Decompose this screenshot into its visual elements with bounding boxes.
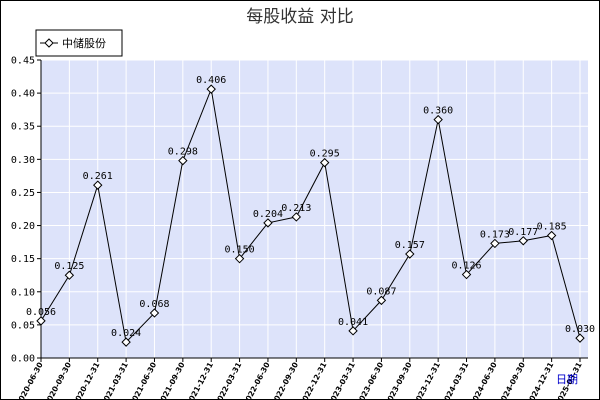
x-tick-label: 2022-12-31: [298, 361, 328, 400]
data-label: 0.024: [111, 328, 141, 339]
x-tick-label: 2024-12-31: [525, 361, 555, 400]
x-tick-label: 2022-09-30: [270, 361, 300, 400]
x-tick-label: 2023-06-30: [355, 361, 385, 400]
data-label: 0.056: [26, 307, 56, 318]
y-tick-label: 0.35: [11, 122, 35, 133]
y-tick-label: 0.10: [11, 287, 35, 298]
data-label: 0.295: [310, 149, 340, 160]
y-tick-label: 0.45: [11, 56, 35, 67]
x-tick-label: 2023-03-31: [326, 361, 356, 400]
data-point-marker: [178, 155, 188, 166]
plot-background: [41, 60, 588, 358]
data-point-marker: [490, 238, 500, 249]
y-tick-label: 0.40: [11, 89, 35, 100]
data-point-marker: [93, 180, 103, 190]
x-tick-label: 2024-03-31: [440, 361, 470, 400]
series-line: [40, 87, 581, 344]
data-point-marker: [234, 253, 245, 264]
data-label: 0.150: [225, 245, 255, 256]
data-point-marker: [149, 308, 160, 318]
data-label: 0.185: [537, 221, 567, 232]
data-point-marker: [263, 218, 273, 228]
data-label: 0.360: [423, 106, 453, 117]
x-tick-label: 2024-06-30: [468, 361, 498, 400]
x-tick-label: 2020-12-31: [71, 361, 101, 400]
x-tick-label: 2021-03-31: [99, 361, 129, 400]
y-tick-label: 0.30: [11, 155, 35, 166]
data-point-marker: [433, 114, 443, 125]
data-point-marker: [36, 316, 46, 326]
data-point-marker: [546, 230, 557, 241]
data-label: 0.068: [139, 299, 169, 310]
data-label: 0.157: [395, 240, 425, 251]
data-label: 0.125: [54, 261, 84, 272]
data-point-marker: [405, 249, 415, 259]
data-point-marker: [291, 212, 302, 222]
x-tick-label: 2022-06-30: [241, 361, 271, 400]
data-point-marker: [64, 270, 75, 280]
y-tick-label: 0.20: [11, 221, 35, 232]
data-label: 0.406: [196, 75, 226, 86]
data-label: 0.204: [253, 209, 283, 220]
data-label: 0.041: [338, 317, 368, 328]
data-point-marker: [376, 295, 387, 306]
y-tick-label: 0.15: [11, 254, 35, 265]
x-tick-label: 2023-09-30: [383, 361, 413, 400]
data-point-marker: [319, 157, 330, 168]
chart-title: 每股收益 对比: [246, 7, 353, 27]
data-label: 0.126: [451, 261, 481, 272]
data-label: 0.261: [83, 171, 113, 182]
x-tick-label: 2020-06-30: [14, 361, 44, 400]
data-point-marker: [121, 337, 131, 347]
x-tick-label: 2020-09-30: [43, 361, 73, 400]
x-tick-label: 2024-09-30: [497, 361, 527, 400]
y-tick-label: 0.25: [11, 188, 35, 199]
x-axis-label: 日期: [556, 373, 578, 386]
x-tick-label: 2021-06-30: [128, 361, 158, 400]
data-label: 0.173: [480, 229, 510, 240]
x-tick-label: 2021-12-31: [185, 361, 215, 400]
data-label: 0.177: [508, 227, 538, 238]
data-label: 0.213: [281, 203, 311, 214]
data-label: 0.298: [168, 147, 198, 158]
x-tick-label: 2023-12-31: [411, 361, 441, 400]
y-tick-label: 0.00: [11, 354, 35, 365]
legend-marker-icon: [44, 38, 54, 48]
data-point-marker: [518, 236, 528, 246]
data-point-marker: [206, 84, 216, 94]
data-label: 0.030: [565, 324, 595, 335]
data-point-marker: [461, 269, 472, 280]
data-label: 0.087: [366, 286, 396, 297]
plot-area: 0.00 0.05 0.10 0.15 0.20 0.25 0.30 0.35 0.40 0.45…: [11, 56, 595, 400]
data-point-marker: [575, 333, 585, 343]
y-tick-label: 0.05: [11, 320, 35, 331]
legend: 中储股份: [35, 29, 123, 57]
x-tick-label: 2022-03-31: [213, 361, 243, 400]
legend-entry-label: 中储股份: [62, 36, 106, 50]
data-point-marker: [348, 326, 358, 336]
x-tick-label: 2021-09-30: [156, 361, 186, 400]
